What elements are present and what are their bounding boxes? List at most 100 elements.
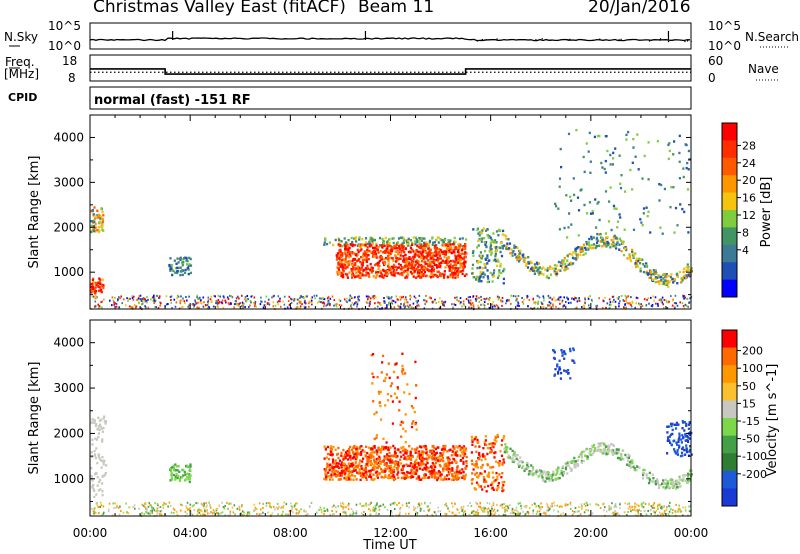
power-cell [478,277,481,281]
velocity-cell [323,477,326,481]
power-cell [665,276,668,279]
power-cell [354,263,357,267]
power-cell [673,305,675,308]
velocity-cell [294,503,297,506]
power-cell [460,301,462,304]
power-cell [365,274,368,277]
power-cell [613,298,615,301]
power-cell [458,251,461,254]
velocity-cell [417,475,421,478]
velocity-cell [147,512,150,515]
velocity-cell [374,507,377,510]
velocity-cell [371,468,374,471]
velocity-cell [172,507,175,510]
velocity-cell [519,512,521,515]
power-cell [383,297,385,299]
power-cell [186,299,188,302]
velocity-cell [359,502,361,505]
velocity-cell [330,475,333,478]
power-cell [418,236,421,240]
velocity-cell [378,448,381,451]
power-cell [561,261,564,265]
power-cell [306,295,308,298]
velocity-cell [413,465,416,469]
power-cell [479,266,482,269]
power-cell [350,273,354,276]
velocity-cell [144,502,147,505]
velocity-cell [566,503,568,506]
power-cell [435,246,438,250]
velocity-cell [586,504,589,507]
power-cell [609,301,612,304]
power-cell [117,298,119,301]
velocity-cell [340,466,343,469]
velocity-cell [117,506,120,509]
power-cell [473,276,476,279]
power-cell [361,274,364,277]
power-cell [672,281,675,284]
power-cell [618,305,620,308]
velocity-cell [191,505,194,508]
power-cell [324,237,327,240]
power-cell [430,255,433,258]
power-cell [207,302,210,305]
power-cell [471,302,474,305]
velocity-cell [369,513,372,516]
power-cell [373,297,375,300]
power-cell [358,238,361,241]
velocity-cell [376,473,379,476]
power-cell [455,258,458,261]
velocity-cell [424,473,427,476]
power-cell [188,304,191,307]
velocity-cell [357,472,360,475]
velocity-cell [672,509,674,512]
power-cell [390,301,392,304]
velocity-cell [149,513,151,516]
power-cell [91,278,94,282]
power-cell [337,261,340,265]
power-cell [428,239,432,243]
power-cell [690,267,693,270]
velocity-cell [571,510,574,513]
power-cell [596,239,599,242]
velocity-cell [417,453,420,456]
velocity-cell [356,451,359,455]
power-cell [447,243,450,246]
velocity-cell [479,505,481,508]
power-cell [575,297,578,300]
power-cell [673,302,676,304]
velocity-cell [404,413,407,416]
power-cell [544,268,547,271]
velocity-cell [375,436,378,440]
power-cell [655,302,657,305]
velocity-cell [346,449,349,453]
power-cell [417,240,420,243]
velocity-cell [376,450,379,454]
velocity-cell [578,506,580,509]
velocity-cell [170,476,173,479]
velocity-cell [347,473,350,476]
power-cell [682,274,686,278]
power-cell [462,261,465,265]
velocity-cell [682,506,684,509]
power-cell [594,198,597,201]
velocity-cell [391,454,394,458]
velocity-cell [434,471,437,475]
power-cell [588,201,592,204]
velocity-cell [95,493,98,496]
velocity-cell [456,470,459,474]
velocity-cell [347,477,351,481]
power-cell [400,236,403,239]
velocity-cell [205,506,208,509]
power-cell [632,255,635,258]
power-cell [601,306,604,309]
power-cell [605,236,608,240]
power-cell [356,259,359,262]
power-cell [395,243,398,246]
power-cell [249,304,251,307]
velocity-cell [433,476,436,480]
velocity-cell [98,480,101,484]
velocity-cell [535,505,537,508]
power-cell [399,295,401,298]
velocity-cell [101,482,104,485]
